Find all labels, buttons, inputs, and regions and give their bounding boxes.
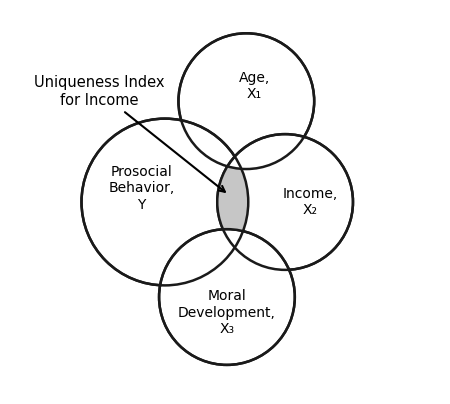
Text: Moral
Development,
X₃: Moral Development, X₃: [178, 289, 276, 336]
Circle shape: [81, 119, 248, 285]
Circle shape: [217, 134, 353, 270]
Text: Uniqueness Index
for Income: Uniqueness Index for Income: [34, 75, 225, 192]
Circle shape: [179, 33, 314, 169]
Text: Prosocial
Behavior,
Y: Prosocial Behavior, Y: [108, 165, 175, 212]
Text: Age,
X₁: Age, X₁: [238, 71, 270, 101]
Circle shape: [159, 229, 295, 365]
Text: Income,
X₂: Income, X₂: [283, 187, 338, 217]
